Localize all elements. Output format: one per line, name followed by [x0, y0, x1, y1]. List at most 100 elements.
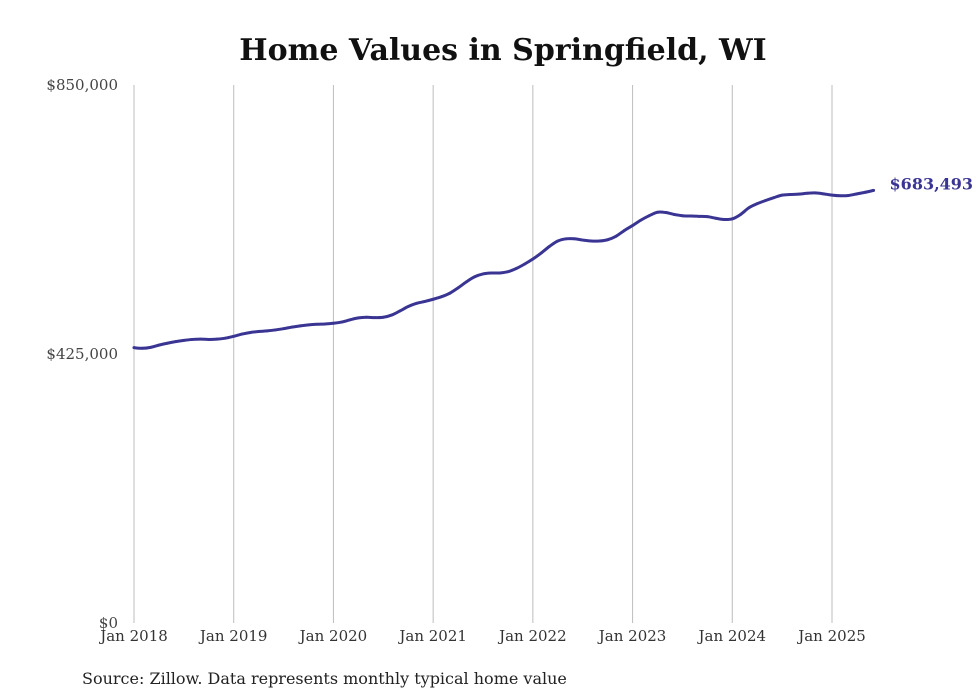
data-point: [664, 211, 668, 214]
data-point: [365, 315, 369, 319]
source-note: Source: Zillow. Data represents monthly …: [82, 669, 567, 688]
data-point: [813, 191, 817, 195]
data-point: [273, 328, 277, 332]
data-point: [681, 214, 684, 218]
data-point: [406, 305, 410, 308]
data-point: [697, 214, 701, 218]
data-point: [149, 345, 153, 349]
data-point: [398, 309, 402, 313]
data-point: [722, 218, 726, 221]
y-tick-label: $425,000: [46, 345, 118, 363]
series-layer: $683,493: [132, 174, 974, 350]
data-point: [248, 331, 252, 334]
data-point: [739, 213, 742, 216]
data-point: [506, 270, 510, 274]
data-point: [481, 272, 485, 276]
data-point: [174, 340, 177, 344]
data-point: [140, 346, 144, 350]
data-point: [514, 267, 518, 270]
x-axis-ticks: Jan 2018 Jan 2019 Jan 2020 Jan 2021 Jan 2022…: [98, 627, 866, 645]
x-tick-label: Jan 2024: [697, 627, 767, 645]
x-tick-label: Jan 2023: [597, 627, 667, 645]
data-point: [423, 300, 427, 303]
data-point: [240, 332, 244, 336]
data-point: [448, 291, 452, 295]
data-point: [772, 196, 776, 200]
data-point: [332, 321, 335, 325]
y-axis-ticks: $0 $425,000 $850,000: [46, 76, 118, 632]
data-point: [348, 318, 352, 322]
data-point: [431, 297, 435, 301]
gridlines: [133, 85, 833, 623]
data-point: [531, 257, 535, 261]
data-point: [764, 199, 767, 202]
data-point: [614, 234, 618, 238]
data-point: [340, 320, 344, 324]
data-point: [298, 324, 302, 328]
data-point: [822, 192, 826, 196]
data-point: [730, 217, 734, 221]
data-point: [282, 327, 285, 331]
series-end-label: $683,493: [890, 174, 974, 193]
data-point: [647, 214, 651, 218]
data-point: [689, 214, 693, 218]
data-point: [797, 192, 801, 196]
data-point: [207, 338, 211, 341]
data-point: [539, 251, 543, 255]
data-point: [315, 322, 319, 326]
data-point: [789, 193, 792, 196]
data-point: [631, 224, 634, 227]
data-point: [190, 338, 194, 341]
data-point: [597, 239, 601, 243]
data-point: [556, 239, 560, 243]
chart-title: Home Values in Springfield, WI: [239, 33, 766, 68]
data-point: [705, 215, 709, 219]
data-point: [390, 313, 393, 317]
data-point: [307, 323, 310, 327]
data-point: [165, 341, 169, 345]
data-point: [456, 286, 460, 290]
y-tick-label: $0: [99, 614, 118, 632]
data-point: [381, 315, 385, 319]
data-point: [872, 188, 875, 192]
x-tick-label: Jan 2019: [198, 627, 268, 645]
data-point: [356, 316, 360, 320]
data-point: [290, 325, 294, 329]
data-point: [548, 245, 551, 248]
data-point: [780, 193, 784, 197]
data-point: [215, 337, 219, 341]
series-line: [132, 188, 876, 350]
data-point: [855, 192, 859, 196]
x-tick-label: Jan 2025: [796, 627, 866, 645]
data-point: [157, 343, 161, 347]
data-point: [672, 213, 676, 216]
data-point: [498, 271, 502, 275]
data-point: [606, 238, 610, 242]
data-point: [863, 190, 867, 194]
data-point: [830, 193, 834, 197]
data-point: [564, 237, 568, 241]
data-point: [747, 206, 751, 210]
x-tick-label: Jan 2018: [98, 627, 168, 645]
data-point: [622, 229, 626, 232]
y-tick-label: $850,000: [46, 76, 118, 94]
data-point: [656, 210, 659, 214]
data-point: [589, 239, 593, 243]
data-point: [373, 316, 377, 320]
data-point: [182, 338, 186, 342]
x-tick-label: Jan 2022: [497, 627, 567, 645]
data-point: [714, 216, 718, 220]
data-point: [440, 295, 443, 299]
data-point: [232, 334, 236, 338]
data-point: [257, 330, 261, 333]
data-point: [581, 238, 585, 242]
data-point: [265, 329, 269, 333]
x-tick-label: Jan 2021: [397, 627, 467, 645]
data-point: [573, 237, 576, 241]
data-point: [473, 275, 477, 279]
data-point: [523, 262, 526, 266]
data-point: [805, 191, 809, 195]
data-point: [838, 194, 842, 198]
data-point: [847, 194, 851, 197]
